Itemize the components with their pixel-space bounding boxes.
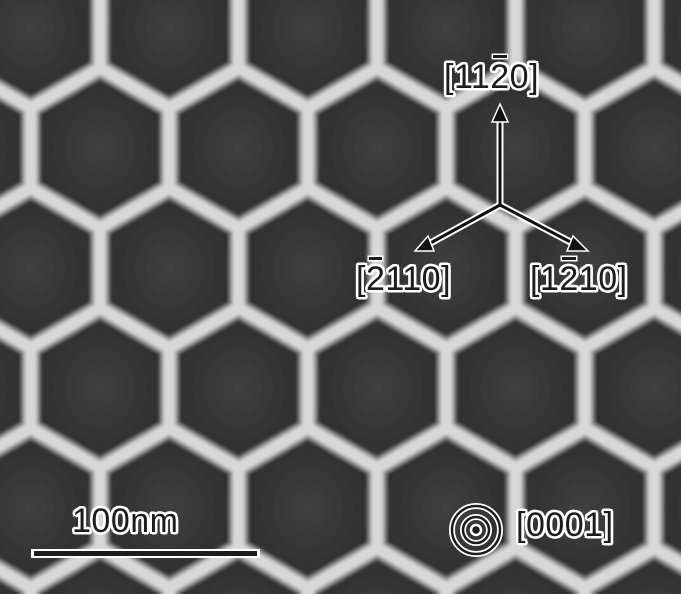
cell-pore: [594, 79, 681, 217]
zone-axis-label: [0001]: [516, 506, 614, 544]
cell-pore: [0, 341, 22, 435]
arrowhead-right-icon: [565, 234, 590, 252]
direction-label-up: [1120]: [444, 55, 540, 96]
cell-pore: [40, 319, 160, 457]
cell-pore: [317, 559, 437, 594]
cell-pore: [248, 199, 368, 337]
cell-pore: [386, 0, 507, 97]
cell-pore: [178, 79, 299, 217]
cell-pore: [109, 199, 229, 337]
cell-pore: [663, 463, 681, 553]
arrowhead-up-icon: [490, 102, 510, 123]
zone-axis-inner-ring: [461, 515, 491, 545]
scale-bar-label: 100nm: [72, 502, 179, 540]
cell-pore: [178, 319, 299, 457]
cell-pore: [0, 199, 91, 337]
cell-pore: [0, 101, 22, 195]
cell-pore: [317, 319, 437, 457]
cell-pore: [0, 0, 91, 97]
cell-pore: [594, 559, 681, 594]
cell-pore: [455, 79, 576, 217]
cell-pore: [178, 559, 299, 594]
cell-pore: [386, 199, 507, 337]
arrowhead-left-icon: [413, 234, 436, 252]
cell-pore: [0, 439, 91, 577]
cell-pore: [663, 0, 681, 73]
direction-label-right: [1210]: [530, 257, 628, 298]
direction-overlay: [31, 102, 590, 558]
cell-pore: [0, 581, 22, 594]
arrow-left-line: [424, 203, 501, 248]
cell-pore: [40, 79, 160, 217]
cell-pore: [109, 439, 229, 577]
cell-pore: [594, 319, 681, 457]
arrow-right-line: [499, 203, 579, 248]
direction-label-left: [2110]: [356, 257, 452, 298]
cell-pore: [317, 79, 437, 217]
cell-pore: [455, 319, 576, 457]
cell-pore: [525, 0, 645, 97]
cell-pore: [109, 0, 229, 97]
cell-pore: [525, 439, 645, 577]
cell-pore: [248, 0, 368, 97]
cell-pore: [248, 439, 368, 577]
zone-axis-dot-icon: [469, 523, 483, 537]
zone-axis-outer-ring: [450, 504, 502, 556]
cell-pore: [663, 223, 681, 313]
cell-pore: [40, 559, 160, 594]
cell-pore: [455, 559, 576, 594]
scale-bar: [34, 551, 257, 556]
